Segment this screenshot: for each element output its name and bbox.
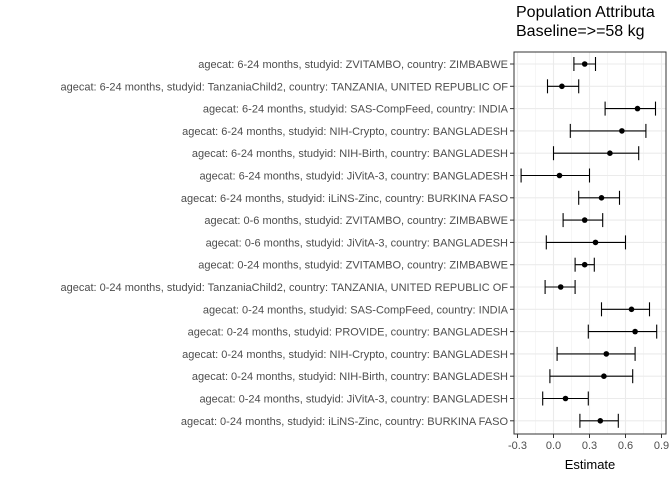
category-labels: agecat: 6-24 months, studyid: ZVITAMBO, … (60, 59, 514, 428)
x-tick-label: -0.3 (508, 440, 527, 452)
estimate-point (592, 239, 599, 246)
category-label: agecat: 0-24 months, studyid: JiVitA-3, … (199, 394, 508, 406)
estimate-point (581, 61, 588, 67)
category-label: agecat: 6-24 months, studyid: NIH-Birth,… (192, 148, 508, 160)
estimate-point (559, 83, 565, 90)
x-tick-label: 0.0 (546, 440, 561, 452)
category-label: agecat: 6-24 months, studyid: JiVitA-3, … (199, 171, 508, 183)
category-label: agecat: 6-24 months, studyid: iLiNS-Zinc… (181, 193, 509, 205)
estimate-marks (520, 57, 658, 428)
estimate-point (632, 328, 638, 335)
estimate-point (557, 284, 564, 290)
category-label: agecat: 0-24 months, studyid: NIH-Crypto… (182, 349, 508, 361)
estimate-point (581, 261, 588, 268)
category-label: agecat: 6-24 months, studyid: ZVITAMBO, … (198, 59, 508, 71)
category-label: agecat: 6-24 months, studyid: TanzaniaCh… (60, 81, 508, 93)
estimate-point (562, 395, 569, 402)
estimate-point (607, 150, 613, 156)
category-label: agecat: 0-24 months, studyid: iLiNS-Zinc… (181, 416, 509, 428)
x-tick-label: 0.3 (582, 440, 597, 452)
x-axis-title: Estimate (565, 457, 616, 472)
category-label: agecat: 0-6 months, studyid: ZVITAMBO, c… (204, 215, 508, 227)
x-axis: -0.3 0.0 0.3 0.6 0.9 (508, 434, 669, 452)
estimate-point (619, 128, 625, 134)
category-label: agecat: 0-24 months, studyid: ZVITAMBO, … (198, 260, 508, 272)
x-tick-label: 0.9 (654, 440, 669, 452)
estimate-point (597, 418, 604, 424)
category-label: agecat: 0-24 months, studyid: NIH-Birth,… (192, 371, 508, 383)
chart-title-line-2: Baseline=>=58 kg (516, 23, 645, 40)
category-label: agecat: 6-24 months, studyid: NIH-Crypto… (182, 126, 508, 138)
estimate-point (556, 172, 563, 179)
chart-title-line-1: Population Attributa (516, 4, 655, 21)
category-label: agecat: 0-24 months, studyid: TanzaniaCh… (60, 282, 508, 294)
category-label: agecat: 6-24 months, studyid: SAS-CompFe… (203, 104, 509, 116)
estimate-point (628, 306, 635, 313)
category-label: agecat: 0-6 months, studyid: JiVitA-3, c… (206, 237, 508, 249)
estimate-point (603, 351, 610, 357)
estimate-point (634, 105, 641, 112)
category-label: agecat: 0-24 months, studyid: SAS-CompFe… (203, 304, 509, 316)
estimate-point (581, 217, 588, 223)
x-tick-label: 0.6 (618, 440, 633, 452)
estimate-point (598, 195, 605, 201)
estimate-point (601, 373, 607, 380)
category-label: agecat: 0-24 months, studyid: PROVIDE, c… (188, 327, 508, 339)
